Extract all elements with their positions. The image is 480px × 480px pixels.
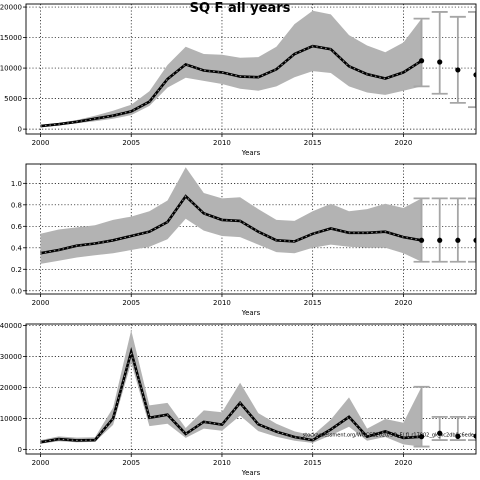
last-year-interval (413, 17, 430, 88)
forecast-point (418, 434, 425, 440)
forecast-point (418, 237, 425, 243)
y-tick-label: 0.0 (11, 287, 22, 295)
confidence-band (40, 330, 422, 447)
forecast-point (455, 433, 461, 439)
y-tick-label: 15000 (0, 34, 22, 42)
y-tick-label: 20000 (0, 384, 22, 392)
forecast-point (473, 433, 476, 439)
y-tick-label: 0.4 (11, 244, 23, 252)
series-line-dots (40, 45, 422, 127)
last-year-interval (413, 197, 430, 263)
y-tick-label: 0.8 (11, 201, 22, 209)
forecast-interval (431, 197, 448, 263)
forecast-interval (468, 11, 476, 109)
axes-frame (25, 163, 477, 295)
x-tick-label: 2015 (304, 459, 322, 467)
chart-panel-2: 2000 2005 2010 2015 2020 0.0 0.2 0.4 0.6 0.8 1.0 Ye… (11, 163, 477, 317)
x-tick-label: 2000 (32, 459, 50, 467)
forecast-interval (449, 415, 466, 441)
forecast-point (455, 67, 461, 73)
forecast-interval (449, 15, 466, 104)
y-tick-label: 20000 (0, 4, 22, 12)
y-tick-label: 0.6 (11, 223, 23, 231)
forecast-point (473, 237, 476, 243)
x-axis-label: Years (241, 309, 261, 317)
y-tick-label: 5000 (4, 95, 22, 103)
plot-area (26, 164, 476, 294)
forecast-point (437, 430, 443, 436)
x-tick-label: 2010 (213, 459, 231, 467)
y-tick-label: 0.2 (11, 266, 22, 274)
x-tick-label: 2010 (213, 139, 231, 147)
forecast-point (418, 58, 425, 64)
x-axis-label: Years (241, 469, 261, 477)
forecast-point (455, 237, 461, 243)
x-axis-label: Years (241, 149, 261, 157)
y-tick-label: 10000 (0, 415, 22, 423)
chart-panel-3: 2000 2005 2010 2015 2020 0 10000 20000 30000 4000… (0, 322, 477, 477)
x-tick-label: 2015 (304, 139, 322, 147)
forecast-point (437, 59, 443, 65)
axes-frame (25, 3, 477, 135)
series-line-dots (40, 349, 422, 443)
y-tick-label: 30000 (0, 353, 22, 361)
x-tick-label: 2010 (213, 299, 231, 307)
x-tick-label: 2020 (395, 299, 413, 307)
forecast-interval (468, 197, 476, 263)
x-tick-label: 2005 (122, 459, 140, 467)
x-tick-label: 2000 (32, 299, 50, 307)
y-tick-label: 40000 (0, 322, 22, 330)
forecast-interval (449, 197, 466, 263)
forecast-interval (431, 415, 448, 441)
confidence-band (40, 167, 422, 264)
y-tick-label: 1.0 (11, 180, 22, 188)
x-tick-label: 2005 (122, 139, 140, 147)
forecast-interval (468, 415, 476, 441)
forecast-point (473, 72, 476, 78)
chart-panel-1: 2000 2005 2010 2015 2020 0 5000 10000 15000 20000… (0, 3, 477, 157)
plot-area (26, 4, 476, 134)
source-annotation: stockassessment.org/WGCSE2020/SQ_F/ fl_r… (303, 432, 474, 438)
chart-panels: 2000 2005 2010 2015 202005000100001500020000… (0, 3, 477, 477)
confidence-band (40, 10, 422, 128)
y-tick-label: 0 (18, 126, 22, 134)
series-line-dots (40, 195, 422, 254)
last-year-interval (413, 385, 430, 448)
x-tick-label: 2020 (395, 139, 413, 147)
x-tick-label: 2020 (395, 459, 413, 467)
x-tick-label: 2000 (32, 139, 50, 147)
plot-area (26, 324, 476, 454)
x-tick-label: 2015 (304, 299, 322, 307)
y-tick-label: 10000 (0, 65, 22, 73)
figure-title: SQ F all years (190, 1, 291, 16)
y-tick-label: 0 (18, 446, 22, 454)
axes-frame (25, 323, 477, 455)
forecast-interval (431, 11, 448, 95)
x-tick-label: 2005 (122, 299, 140, 307)
forecast-point (437, 237, 443, 243)
